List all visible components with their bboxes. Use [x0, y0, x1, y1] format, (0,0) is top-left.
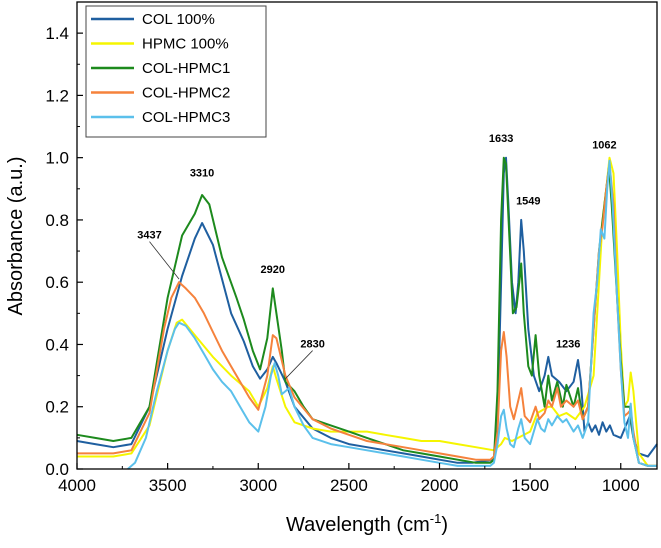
y-tick-label: 0.8 [45, 211, 69, 230]
x-axis-title-superscript: -1 [430, 511, 442, 526]
peak-label: 1549 [516, 195, 540, 207]
legend-label: COL-HPMC3 [142, 109, 230, 126]
legend-label: COL-HPMC2 [142, 85, 230, 102]
peak-label: 1633 [489, 133, 513, 145]
peak-label: 1236 [556, 339, 580, 351]
y-tick-label: 0.6 [45, 273, 69, 292]
x-tick-label: 2000 [421, 476, 459, 495]
y-tick-label: 1.0 [45, 149, 69, 168]
peak-annotations: 3310 3437 2920 2830 1633 1549 1236 1062 [137, 133, 617, 379]
series-line-2 [77, 156, 657, 467]
peak-label: 2830 [300, 339, 324, 351]
y-tick-label: 1.4 [45, 24, 69, 43]
x-tick-label: 1000 [602, 476, 640, 495]
y-axis-title: Absorbance (a.u.) [5, 157, 27, 316]
y-tick-label: 1.2 [45, 86, 69, 105]
peak-label: 1062 [592, 139, 616, 151]
axis-ticks: 4000 3500 3000 2500 2000 1500 1000 0.0 0.2 0.4 0.6… [45, 1, 640, 495]
x-tick-label: 4000 [58, 476, 96, 495]
plot-frame [76, 1, 658, 470]
peak-pointer-line [149, 241, 180, 280]
series-line-4 [77, 162, 657, 467]
legend: COL 100% HPMC 100% COL-HPMC1 COL-HPMC2 COL-H… [85, 5, 267, 138]
plot-area [76, 156, 658, 470]
x-tick-label: 1500 [511, 476, 549, 495]
peak-label: 2920 [261, 264, 285, 276]
peak-label: 3310 [190, 167, 214, 179]
x-tick-label: 3500 [149, 476, 187, 495]
peak-pointer-line [285, 350, 313, 379]
peak-label: 3437 [137, 230, 161, 242]
series-line-1 [76, 156, 658, 464]
legend-label: COL-HPMC1 [142, 60, 230, 77]
y-tick-label: 0.2 [45, 398, 69, 417]
legend-box [85, 5, 267, 138]
legend-label: COL 100% [142, 11, 215, 28]
y-tick-label: 0.0 [45, 460, 69, 479]
x-tick-label: 3000 [239, 476, 277, 495]
x-axis-title: Wavelength (cm-1) [286, 511, 448, 536]
x-tick-label: 2500 [330, 476, 368, 495]
series-line-5 [127, 159, 657, 470]
y-tick-label: 0.4 [45, 335, 69, 354]
legend-label: HPMC 100% [142, 36, 229, 53]
